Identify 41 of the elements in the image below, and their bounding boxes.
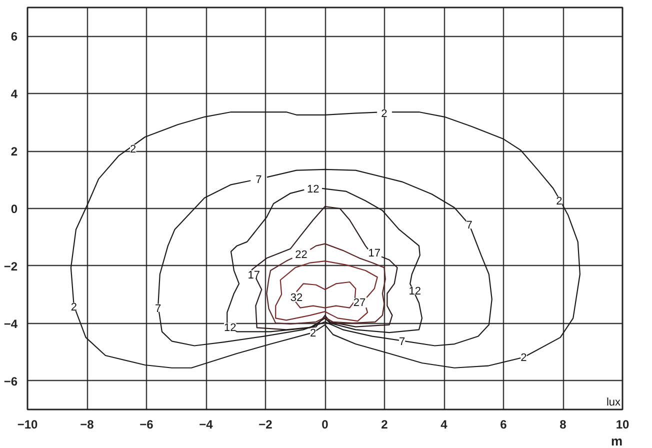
x-tick-label: −4 [199,418,214,432]
annotation: 17 [248,269,260,282]
x-tick-label: 4 [440,418,448,432]
y-tick-label: 6 [10,30,18,44]
annotation: 7 [398,336,406,348]
line-series [158,168,492,346]
x-tick-label: 6 [500,418,508,432]
x-tick-label: 2 [381,418,388,432]
x-tick-label: −8 [80,418,94,432]
x-tick-label: −2 [258,418,273,432]
annotation: 2 [70,302,77,314]
annotation: 2 [520,352,527,364]
y-tick-label: −2 [4,259,18,274]
annotation: 2 [556,196,562,208]
annotation: 2 [130,143,136,156]
annotation: 32 [290,292,303,304]
x-tick-label: 8 [560,418,567,432]
annotation: 7 [155,302,162,315]
x-tick-label: −6 [140,418,154,432]
line-series [275,260,378,322]
annotation: 2 [310,328,316,340]
x-tick-label: 0 [322,418,329,432]
y-tick-label: −4 [4,316,18,331]
annotation: 2 [381,108,388,120]
y-tick-label: −6 [4,374,18,388]
annotation: 27 [353,297,366,310]
y-tick-label: 2 [10,144,18,159]
y-tick-label: 0 [10,202,18,216]
annotation: 7 [256,174,262,186]
annotation: lux [606,396,621,408]
annotation: 22 [295,249,308,262]
annotation: 12 [306,183,320,196]
annotation: 7 [466,220,472,232]
y-tick-label: 4 [10,87,18,102]
x-tick-label: −10 [17,418,38,432]
annotation: 12 [224,322,236,334]
line-series [266,243,386,324]
x-axis-title: m [610,434,623,448]
x-tick-label: 10 [616,418,630,432]
annotation: 17 [368,247,381,260]
annotation: 12 [408,286,421,298]
